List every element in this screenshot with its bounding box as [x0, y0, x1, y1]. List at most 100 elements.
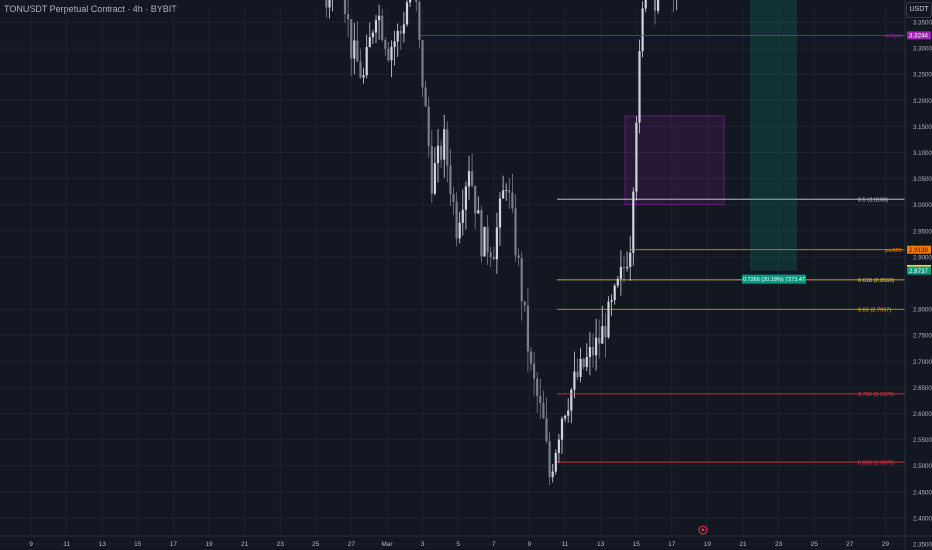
candle-body: [545, 418, 548, 442]
candle-body: [325, 0, 328, 8]
x-tick-label: 15: [633, 541, 641, 548]
candle-body: [653, 0, 657, 11]
candle-body: [396, 30, 399, 42]
x-tick-label: 25: [312, 541, 320, 548]
candle-body: [595, 337, 598, 356]
candle-body: [554, 452, 557, 472]
x-tick-label: 15: [134, 541, 142, 548]
candle-body: [579, 358, 582, 377]
x-tick-label: 17: [668, 541, 676, 548]
target-label: 0.7266 (20.18%) 7273.47: [743, 277, 805, 283]
candle-body: [384, 40, 387, 49]
candle-body: [619, 266, 622, 279]
candle-body: [421, 40, 424, 88]
candle-body: [613, 285, 616, 301]
candle-body: [542, 403, 545, 419]
candle-body: [573, 371, 576, 390]
price-tag-text: 2.8737: [909, 268, 928, 275]
candle-body: [570, 389, 573, 411]
candle-body: [529, 351, 533, 364]
x-tick-label: Mar: [381, 541, 393, 548]
x-tick-label: 11: [562, 541, 569, 548]
candle-body: [440, 145, 443, 160]
candle-body: [626, 266, 629, 269]
y-tick-label: 2.5000: [913, 463, 932, 470]
candle-body: [368, 37, 371, 48]
x-tick-label: 23: [775, 541, 783, 548]
candle-body: [446, 129, 449, 166]
candle-body: [467, 171, 471, 187]
candle-body: [526, 305, 529, 352]
y-tick-label: 2.5500: [913, 437, 932, 444]
candle-body: [495, 227, 498, 260]
y-tick-label: 2.9000: [913, 254, 932, 261]
x-tick-label: 7: [492, 541, 496, 548]
candle-body: [436, 145, 440, 164]
x-tick-label: 25: [811, 541, 819, 548]
candle-body: [492, 257, 495, 260]
candle-body: [381, 15, 384, 41]
y-tick-label: 3.3000: [913, 46, 932, 53]
candle-body: [635, 122, 638, 192]
candle-body: [343, 0, 347, 15]
candle-body: [498, 198, 502, 228]
candle-body: [449, 165, 452, 195]
x-tick-label: 19: [205, 541, 213, 548]
candle-body: [505, 190, 508, 191]
candle-body: [591, 347, 595, 356]
y-tick-label: 3.1000: [913, 150, 932, 157]
candle-body: [458, 222, 461, 239]
x-tick-label: 19: [704, 541, 712, 548]
candle-body: [657, 0, 660, 11]
target-label-box[interactable]: [742, 274, 806, 284]
x-tick-label: 5: [456, 541, 460, 548]
candle-body: [328, 0, 331, 8]
level-label: pwARL: [885, 248, 903, 254]
level-label: 0.618 (2.8560): [858, 278, 895, 284]
x-tick-label: 17: [170, 541, 178, 548]
candle-body: [598, 337, 601, 344]
x-tick-label: 27: [348, 541, 356, 548]
candle-body: [393, 41, 396, 47]
x-tick-label: 9: [528, 541, 532, 548]
order-block-zone: [624, 115, 725, 206]
candle-body: [464, 186, 467, 210]
candle-body: [405, 2, 409, 25]
x-tick-label: 23: [277, 541, 285, 548]
event-marker-ring: [698, 525, 708, 535]
candle-body: [517, 255, 520, 259]
x-tick-label: 29: [882, 541, 890, 548]
candle-body: [430, 146, 433, 194]
y-tick-label: 2.4000: [913, 515, 932, 522]
candle-body: [539, 395, 542, 404]
candle-body: [443, 129, 446, 160]
event-marker-icon[interactable]: [698, 525, 708, 535]
candle-body: [452, 194, 455, 202]
target-zone: [750, 0, 797, 271]
candle-body: [390, 46, 393, 61]
candle-body: [471, 171, 474, 186]
candle-body: [551, 471, 554, 478]
candle-body: [409, 0, 412, 3]
x-tick-label: 13: [597, 541, 605, 548]
y-tick-label: 3.2500: [913, 72, 932, 79]
candle-body: [418, 1, 421, 41]
level-price-tag-text: 2.9138: [909, 247, 928, 254]
level-price-tag: [907, 31, 931, 40]
candle-body: [536, 378, 539, 396]
candle-body: [480, 210, 483, 257]
y-tick-label: 2.7500: [913, 333, 932, 340]
candle-body: [427, 106, 430, 147]
candle-body: [533, 363, 536, 379]
candle-body: [514, 208, 517, 256]
candle-body: [585, 357, 588, 368]
x-tick-label: 21: [739, 541, 747, 548]
candle-body: [638, 51, 641, 123]
chart-title: TONUSDT Perpetual Contract · 4h · BYBIT: [4, 4, 177, 14]
candle-body: [433, 163, 436, 194]
candle-body: [622, 266, 626, 269]
y-tick-label: 3.2000: [913, 98, 932, 105]
candle-body: [576, 371, 579, 377]
candle-body: [502, 190, 505, 199]
